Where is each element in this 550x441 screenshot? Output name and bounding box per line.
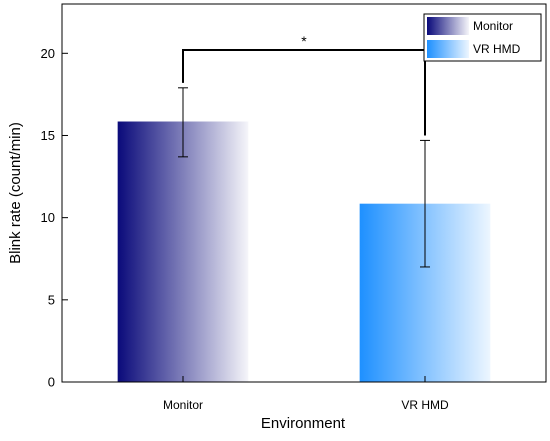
bar-monitor: [117, 121, 249, 382]
y-tick-label: 5: [48, 292, 55, 307]
y-tick-label: 20: [41, 46, 55, 61]
significance-bracket: [182, 49, 426, 136]
y-tick-label: 15: [41, 128, 55, 143]
legend: Monitor VR HMD: [423, 13, 542, 62]
x-tick-label: Monitor: [163, 398, 203, 412]
legend-swatch-monitor: [427, 17, 469, 35]
y-axis-title: Blink rate (count/min): [7, 122, 24, 264]
plot-frame: [61, 3, 547, 383]
error-bar-monitor: [178, 87, 188, 158]
legend-swatch-vr-hmd: [427, 40, 469, 58]
y-tick-label: 10: [41, 210, 55, 225]
significance-marker: *: [301, 33, 307, 49]
y-tick-label: 0: [48, 375, 55, 390]
legend-label-vr-hmd: VR HMD: [473, 42, 521, 56]
x-axis-title: Environment: [261, 415, 346, 432]
x-tick-label: VR HMD: [401, 398, 449, 412]
error-bar-vr-hmd: [420, 139, 430, 268]
legend-label-monitor: Monitor: [473, 19, 513, 33]
